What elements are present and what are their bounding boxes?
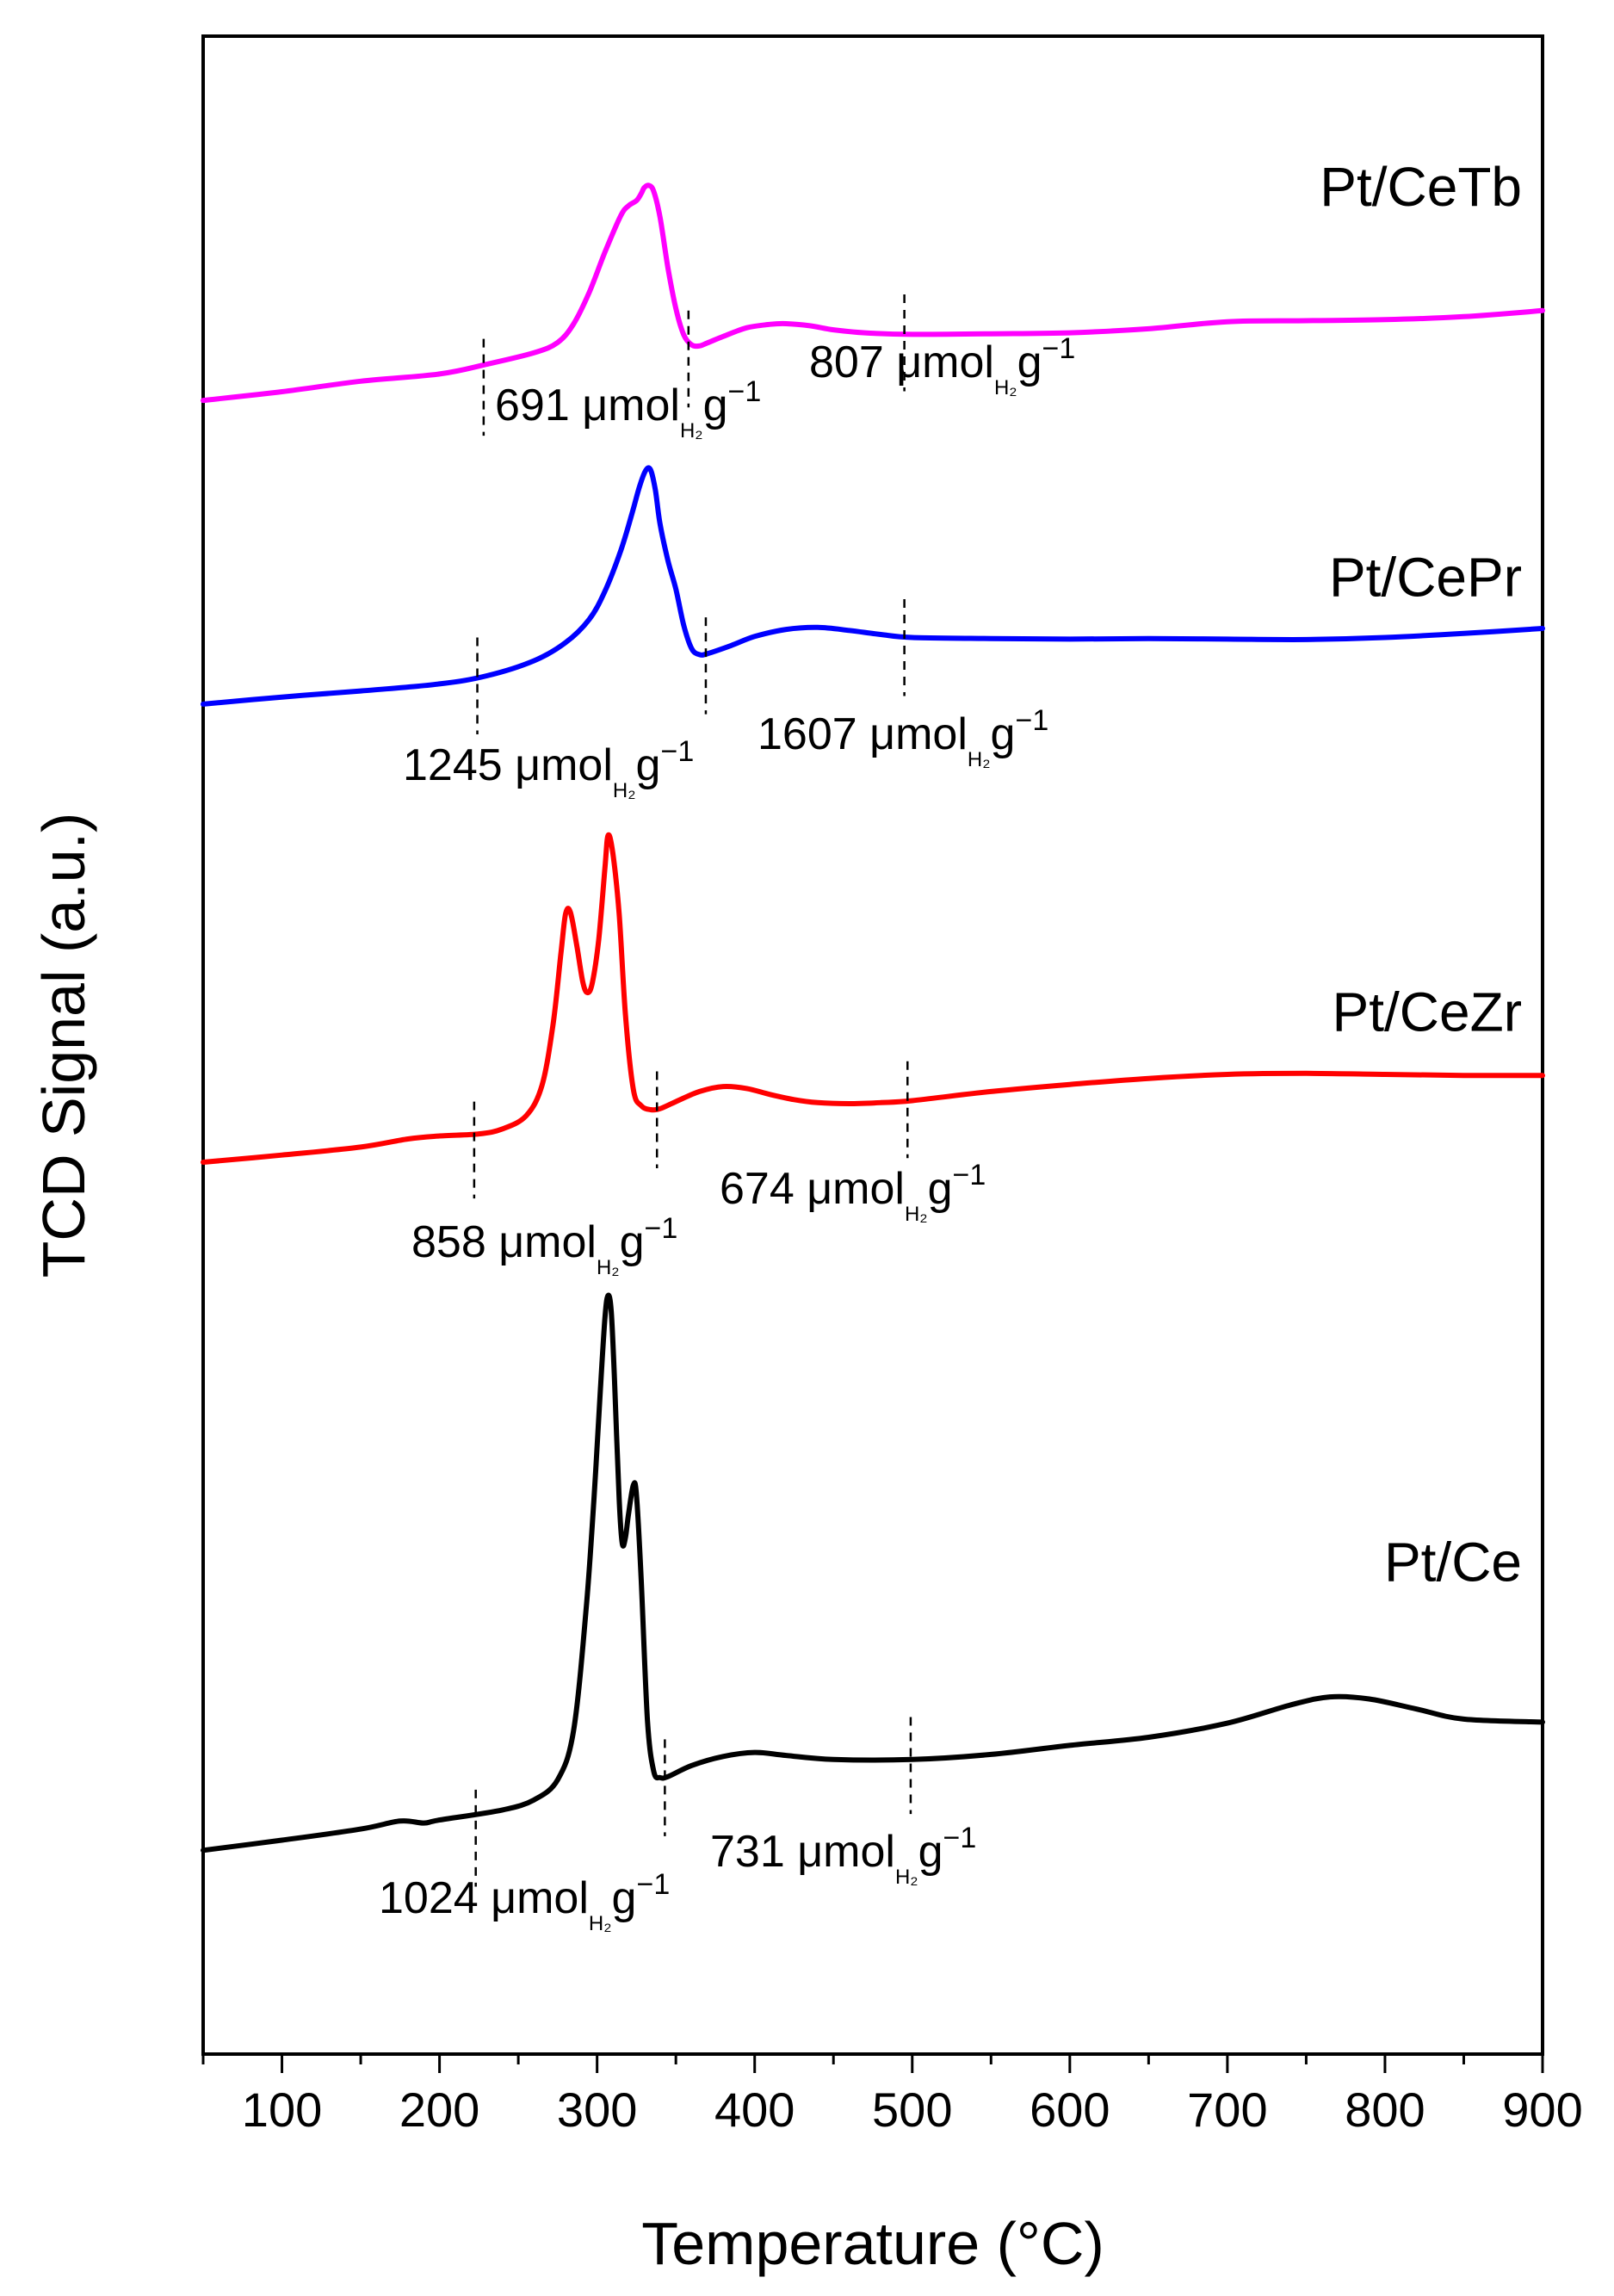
annotation-pt-cezr-2: 674 μmolH₂g−1 <box>720 1159 986 1226</box>
series-label-pt-ce: Pt/Ce <box>1384 1531 1522 1593</box>
integration-markers <box>473 294 912 1887</box>
h2-uptake-annotations: 691 μmolH₂g−1 807 μmolH₂g−1 1245 μmolH₂g−1… <box>379 332 1075 1935</box>
annotation-pt-cezr-1: 858 μmolH₂g−1 <box>411 1212 677 1279</box>
series-labels: Pt/CeTb Pt/CePr Pt/CeZr Pt/Ce <box>1320 156 1522 1593</box>
series-label-pt-cezr: Pt/CeZr <box>1333 981 1522 1043</box>
x-tick-label: 200 <box>399 2082 479 2137</box>
x-tick-label: 900 <box>1502 2082 1582 2137</box>
annotation-pt-cetb-1: 691 μmolH₂g−1 <box>495 375 761 442</box>
x-tick-label: 700 <box>1187 2082 1267 2137</box>
x-tick-label: 500 <box>872 2082 952 2137</box>
curves <box>201 183 1545 1854</box>
annotation-pt-cepr-1: 1245 μmolH₂g−1 <box>403 735 694 802</box>
curve-pt-cetb <box>201 183 1545 404</box>
x-tick-label: 800 <box>1345 2082 1425 2137</box>
x-axis-ticks: 100 200 300 400 500 600 700 800 900 <box>201 2054 1583 2137</box>
annotation-pt-ce-2: 731 μmolH₂g−1 <box>710 1822 976 1889</box>
x-tick-label: 300 <box>557 2082 637 2137</box>
x-axis-label: Temperature (°C) <box>641 2210 1104 2277</box>
y-axis-label: TCD Signal (a.u.) <box>30 813 97 1278</box>
series-label-pt-cepr: Pt/CePr <box>1329 546 1522 608</box>
annotation-pt-ce-1: 1024 μmolH₂g−1 <box>379 1868 670 1935</box>
x-tick-label: 100 <box>242 2082 322 2137</box>
curve-pt-cezr <box>201 832 1545 1165</box>
x-tick-label: 600 <box>1030 2082 1110 2137</box>
series-label-pt-cetb: Pt/CeTb <box>1320 156 1522 218</box>
curve-pt-cepr <box>201 465 1545 707</box>
x-tick-label: 400 <box>714 2082 795 2137</box>
annotation-pt-cetb-2: 807 μmolH₂g−1 <box>809 332 1075 399</box>
annotation-pt-cepr-2: 1607 μmolH₂g−1 <box>758 704 1048 771</box>
plot-frame <box>201 34 1544 2056</box>
curve-pt-ce <box>201 1292 1545 1854</box>
